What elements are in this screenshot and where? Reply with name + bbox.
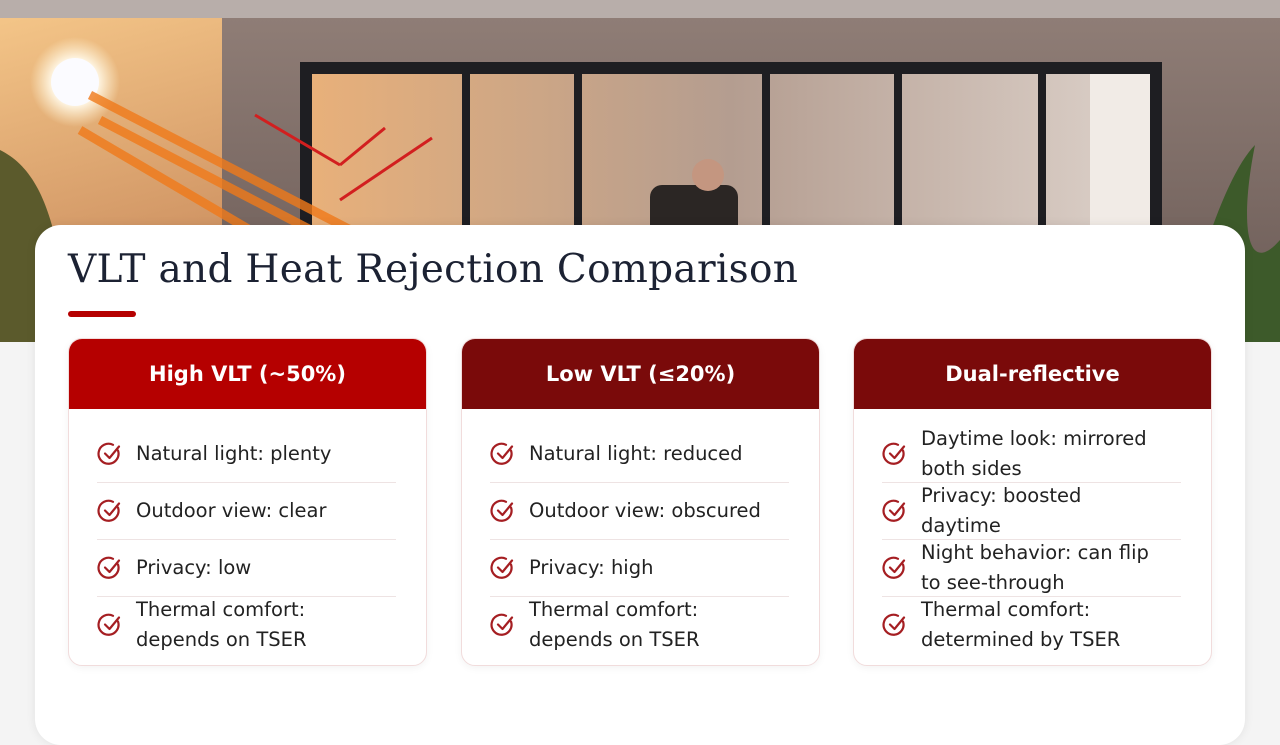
item-text: Thermal comfort: determined by TSER (921, 595, 1120, 655)
item-line: depends on TSER (529, 628, 700, 651)
list-item: Natural light: reduced (490, 426, 789, 483)
item-text: Outdoor view: obscured (529, 496, 761, 526)
check-icon (97, 442, 121, 465)
item-line: Night behavior: can flip (921, 541, 1149, 564)
item-line: to see-through (921, 571, 1065, 594)
list-item: Privacy: boosted daytime (882, 483, 1181, 540)
item-text: Privacy: low (136, 553, 251, 583)
check-icon (490, 499, 514, 522)
check-icon (490, 556, 514, 579)
item-text: Natural light: reduced (529, 439, 743, 469)
list-item: Daytime look: mirrored both sides (882, 426, 1181, 483)
column-body: Daytime look: mirrored both sides Privacy:… (854, 409, 1211, 653)
check-icon (97, 613, 121, 636)
content-card: VLT and Heat Rejection Comparison High V… (35, 225, 1245, 745)
item-line: Privacy: high (529, 556, 654, 579)
item-line: depends on TSER (136, 628, 307, 651)
list-item: Night behavior: can flip to see-through (882, 540, 1181, 597)
list-item: Thermal comfort: depends on TSER (490, 597, 789, 653)
list-item: Outdoor view: clear (97, 483, 396, 540)
comparison-column: Low VLT (≤20%) Natural light: reduced Outd… (461, 338, 820, 666)
column-header: Low VLT (≤20%) (462, 339, 819, 409)
item-text: Thermal comfort: depends on TSER (529, 595, 700, 655)
list-item: Thermal comfort: determined by TSER (882, 597, 1181, 653)
column-body: Natural light: plenty Outdoor view: clear… (69, 409, 426, 653)
item-line: Privacy: boosted (921, 484, 1082, 507)
list-item: Natural light: plenty (97, 426, 396, 483)
item-line: Outdoor view: obscured (529, 499, 761, 522)
check-icon (490, 613, 514, 636)
item-line: determined by TSER (921, 628, 1121, 651)
slide-title: VLT and Heat Rejection Comparison (68, 247, 799, 292)
comparison-column: Dual-reflective Daytime look: mirrored bot… (853, 338, 1212, 666)
item-line: Thermal comfort: (529, 598, 699, 621)
item-line: Thermal comfort: (921, 598, 1091, 621)
item-text: Natural light: plenty (136, 439, 331, 469)
item-text: Outdoor view: clear (136, 496, 327, 526)
list-item: Thermal comfort: depends on TSER (97, 597, 396, 653)
check-icon (882, 556, 906, 579)
title-underline (68, 311, 136, 317)
list-item: Privacy: high (490, 540, 789, 597)
item-line: Daytime look: mirrored (921, 427, 1147, 450)
item-text: Privacy: boosted daytime (921, 481, 1081, 541)
column-header: Dual-reflective (854, 339, 1211, 409)
comparison-column: High VLT (~50%) Natural light: plenty Outd… (68, 338, 427, 666)
item-text: Thermal comfort: depends on TSER (136, 595, 307, 655)
item-line: Natural light: reduced (529, 442, 743, 465)
item-line: Thermal comfort: (136, 598, 306, 621)
column-body: Natural light: reduced Outdoor view: obsc… (462, 409, 819, 653)
list-item: Outdoor view: obscured (490, 483, 789, 540)
check-icon (97, 556, 121, 579)
item-text: Privacy: high (529, 553, 653, 583)
item-line: Privacy: low (136, 556, 252, 579)
item-text: Night behavior: can flip to see-through (921, 538, 1149, 598)
item-line: Natural light: plenty (136, 442, 332, 465)
list-item: Privacy: low (97, 540, 396, 597)
check-icon (882, 613, 906, 636)
item-line: both sides (921, 457, 1022, 480)
item-text: Daytime look: mirrored both sides (921, 424, 1147, 484)
check-icon (490, 442, 514, 465)
check-icon (97, 499, 121, 522)
item-line: Outdoor view: clear (136, 499, 327, 522)
check-icon (882, 442, 906, 465)
item-line: daytime (921, 514, 1001, 537)
column-header: High VLT (~50%) (69, 339, 426, 409)
check-icon (882, 499, 906, 522)
